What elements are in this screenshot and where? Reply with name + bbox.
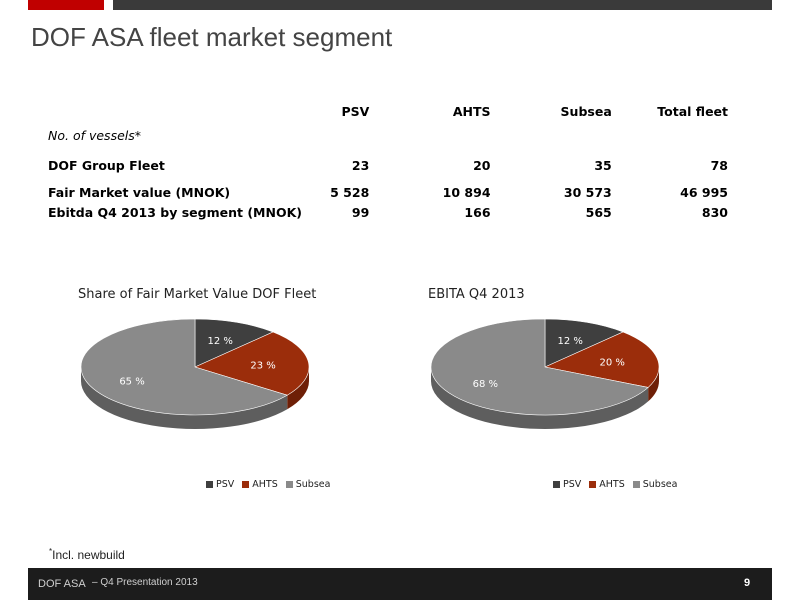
table-cell: 78 [710, 157, 728, 173]
table-header-cell: Total fleet [657, 103, 728, 119]
table-header-cell: AHTS [452, 103, 491, 119]
table-subheader-row: No. of vessels* [48, 122, 728, 148]
legend-item-psv: PSV [553, 479, 581, 490]
footer-company: DOF ASA [38, 578, 86, 590]
table-cell: 20 [473, 157, 491, 173]
legend-item-subsea: Subsea [632, 479, 677, 490]
chart-title-ebita: EBITA Q4 2013 [428, 287, 525, 302]
table-row: Fair Market value (MNOK) 5 528 10 894 30… [48, 182, 728, 202]
pie-slice-subsea [430, 318, 649, 416]
page-number: 9 [744, 577, 751, 589]
footer-presentation: – Q4 Presentation 2013 [92, 577, 198, 588]
pie-label-subsea: 68 % [473, 379, 498, 390]
table-cell: Ebitda Q4 2013 by segment (MNOK) [48, 204, 302, 220]
pie-slice-psv [194, 318, 274, 368]
legend-item-ahts: AHTS [589, 479, 625, 490]
table-row: Ebitda Q4 2013 by segment (MNOK) 99 166 … [48, 202, 728, 222]
table-subheader: No. of vessels* [48, 127, 142, 143]
fleet-table: PSV AHTS Subsea Total fleet No. of vesse… [48, 100, 728, 222]
table-cell: 830 [701, 204, 728, 220]
pie-slice-ahts [544, 331, 660, 388]
table-cell: 46 995 [680, 184, 728, 200]
legend-item-ahts: AHTS [242, 479, 278, 490]
legend-item-subsea: Subsea [285, 479, 330, 490]
table-header-cell: Subsea [560, 103, 612, 119]
table-cell: DOF Group Fleet [48, 157, 165, 173]
table-header-cell [48, 100, 309, 122]
pie-slice-subsea [80, 318, 288, 416]
footnote-mark: * [49, 547, 53, 556]
table-row: DOF Group Fleet 23 20 35 78 [48, 148, 728, 182]
table-cell: 565 [585, 204, 612, 220]
pie-side-ahts [287, 367, 309, 410]
top-dark-bar [113, 0, 772, 10]
chart-title-fair-market: Share of Fair Market Value DOF Fleet [78, 287, 317, 302]
table-cell: 23 [351, 157, 370, 173]
table-cell: 35 [594, 157, 612, 173]
pie-slice-psv [544, 318, 624, 368]
legend-item-psv: PSV [206, 479, 234, 490]
pie-label-ahts: 20 % [599, 358, 624, 369]
pie-side-subsea [431, 367, 649, 429]
pie-chart-fair-market: 12 % 23 % 65 % [80, 318, 310, 429]
page-title: DOF ASA fleet market segment [31, 22, 393, 52]
table-header-row: PSV AHTS Subsea Total fleet [48, 100, 728, 122]
table-cell: 166 [464, 204, 491, 220]
table-header-cell: PSV [341, 103, 370, 119]
table-cell: 10 894 [442, 184, 491, 200]
pie-side-subsea [81, 367, 288, 429]
pie-label-subsea: 65 % [119, 377, 144, 388]
footer-bar [28, 568, 772, 600]
legend-ebita: PSV AHTS Subsea [553, 479, 677, 490]
pie-label-psv: 12 % [557, 336, 582, 347]
legend-fair-market: PSV AHTS Subsea [206, 479, 330, 490]
pie-slice-ahts [194, 331, 310, 396]
pie-label-psv: 12 % [207, 336, 232, 347]
table-cell: 5 528 [330, 184, 370, 200]
table-cell: Fair Market value (MNOK) [48, 184, 231, 200]
top-accent-bar [28, 0, 104, 10]
table-cell: 99 [351, 204, 370, 220]
table-cell: 30 573 [563, 184, 612, 200]
pie-label-ahts: 23 % [250, 360, 275, 371]
footnote: *Incl. newbuild [49, 547, 125, 562]
pie-side-ahts [648, 367, 659, 402]
pie-chart-ebita: 12 % 20 % 68 % [430, 318, 660, 429]
footnote-text: Incl. newbuild [52, 548, 125, 562]
